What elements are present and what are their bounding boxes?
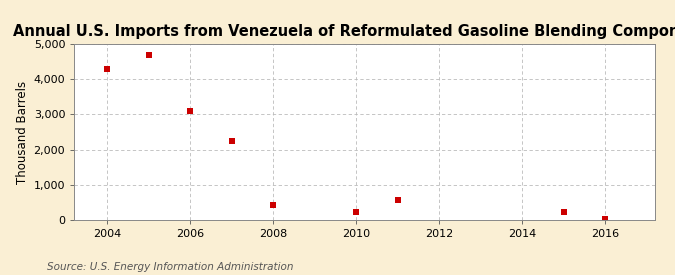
Title: Annual U.S. Imports from Venezuela of Reformulated Gasoline Blending Components: Annual U.S. Imports from Venezuela of Re… — [13, 24, 675, 39]
Y-axis label: Thousand Barrels: Thousand Barrels — [16, 80, 30, 184]
Text: Source: U.S. Energy Information Administration: Source: U.S. Energy Information Administ… — [47, 262, 294, 272]
